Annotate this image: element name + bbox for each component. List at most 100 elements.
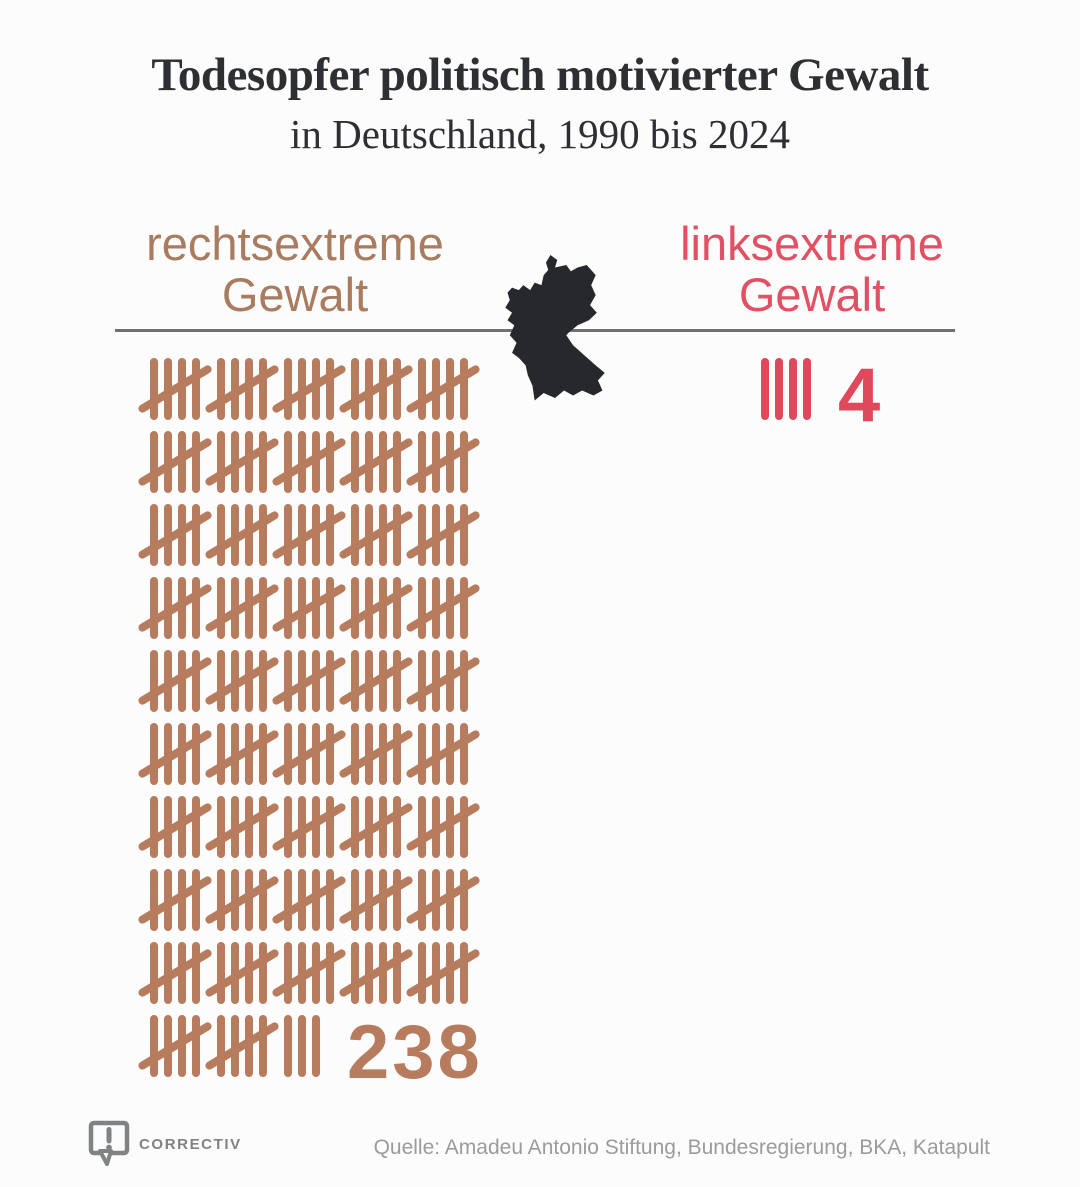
- tally-mark: [217, 358, 225, 420]
- tally-row: [136, 358, 483, 420]
- tally-mark: [192, 1015, 200, 1077]
- tally-mark: [259, 504, 267, 566]
- tally-group-of-five: [270, 650, 348, 712]
- tally-mark: [192, 431, 200, 493]
- tally-mark: [418, 650, 426, 712]
- tally-mark: [284, 504, 292, 566]
- tally-mark: [150, 504, 158, 566]
- tally-row: [136, 796, 483, 858]
- tally-strike-mark: [270, 801, 348, 853]
- tally-group-of-five: [203, 1015, 281, 1077]
- label-rechtsextreme-line2: Gewalt: [221, 268, 369, 321]
- tally-mark: [789, 358, 797, 420]
- tally-group-of-five: [203, 650, 281, 712]
- tally-strike-mark: [270, 509, 348, 561]
- tally-group-of-five: [270, 796, 348, 858]
- source-attribution: Quelle: Amadeu Antonio Stiftung, Bundesr…: [373, 1136, 990, 1159]
- tally-mark: [460, 358, 468, 420]
- tally-mark: [393, 723, 401, 785]
- tally-strike-mark: [136, 874, 214, 926]
- tally-strike-mark: [203, 801, 281, 853]
- tally-mark: [284, 431, 292, 493]
- tally-mark: [192, 577, 200, 639]
- tally-mark: [259, 796, 267, 858]
- tally-strike-mark: [404, 582, 482, 634]
- tally-mark: [259, 869, 267, 931]
- tally-mark: [351, 796, 359, 858]
- tally-strike-mark: [337, 947, 415, 999]
- tally-strike-mark: [136, 1020, 214, 1072]
- tally-group-of-five: [203, 796, 281, 858]
- tally-row: [136, 504, 483, 566]
- tally-mark: [326, 869, 334, 931]
- tally-mark: [192, 723, 200, 785]
- tally-mark: [150, 723, 158, 785]
- tally-mark: [326, 796, 334, 858]
- tally-mark: [393, 358, 401, 420]
- tally-mark: [192, 358, 200, 420]
- tally-group-of-five: [337, 723, 415, 785]
- tally-group-of-five: [404, 796, 482, 858]
- tally-strike-mark: [270, 436, 348, 488]
- label-linksextreme-line1: linksextreme: [680, 217, 944, 270]
- label-linksextreme-line2: Gewalt: [738, 268, 886, 321]
- tally-mark: [298, 1015, 306, 1077]
- label-rechtsextreme-gewalt: rechtsextreme Gewalt: [115, 218, 475, 320]
- tally-strike-mark: [203, 947, 281, 999]
- tally-group-of-five: [337, 504, 415, 566]
- tally-mark: [150, 1015, 158, 1077]
- tally-strike-mark: [404, 728, 482, 780]
- tally-mark: [259, 358, 267, 420]
- tally-mark: [217, 723, 225, 785]
- tally-mark: [217, 1015, 225, 1077]
- tally-row: [136, 431, 483, 493]
- tally-group-of-five: [270, 504, 348, 566]
- correctiv-logo: CORRECTIV: [88, 1120, 242, 1168]
- tally-group-of-five: [337, 358, 415, 420]
- tally-mark: [259, 942, 267, 1004]
- tally-group-of-five: [136, 942, 214, 1004]
- tally-strike-mark: [136, 947, 214, 999]
- tally-mark: [393, 650, 401, 712]
- tally-group-of-five: [136, 1015, 214, 1077]
- tally-mark: [393, 431, 401, 493]
- tally-mark: [150, 431, 158, 493]
- tally-group-of-five: [136, 869, 214, 931]
- tally-strike-mark: [136, 509, 214, 561]
- tally-row: 238: [136, 1015, 483, 1091]
- tally-mark: [284, 1015, 292, 1077]
- tally-mark: [418, 358, 426, 420]
- tally-strike-mark: [404, 874, 482, 926]
- tally-mark: [418, 504, 426, 566]
- germany-map-icon: [505, 255, 605, 401]
- tally-group-of-five: [136, 723, 214, 785]
- tally-group-of-five: [270, 942, 348, 1004]
- tally-mark: [259, 431, 267, 493]
- tally-chart-rechtsextreme: 238: [136, 358, 483, 1091]
- tally-strike-mark: [404, 947, 482, 999]
- tally-strike-mark: [337, 509, 415, 561]
- tally-mark: [284, 796, 292, 858]
- tally-mark: [284, 942, 292, 1004]
- tally-mark: [460, 577, 468, 639]
- label-linksextreme-gewalt: linksextreme Gewalt: [632, 218, 992, 320]
- tally-mark: [259, 577, 267, 639]
- tally-group-of-five: [404, 942, 482, 1004]
- tally-partial-group: [284, 1015, 320, 1077]
- tally-mark: [326, 942, 334, 1004]
- tally-mark: [460, 942, 468, 1004]
- tally-mark: [326, 358, 334, 420]
- tally-mark: [192, 650, 200, 712]
- tally-mark: [460, 650, 468, 712]
- tally-group-of-five: [270, 723, 348, 785]
- tally-strike-mark: [270, 947, 348, 999]
- tally-group-of-five: [203, 358, 281, 420]
- tally-mark: [460, 431, 468, 493]
- tally-total-value: 4: [838, 353, 884, 438]
- tally-mark: [217, 650, 225, 712]
- tally-mark: [393, 796, 401, 858]
- tally-strike-mark: [136, 436, 214, 488]
- tally-group-of-five: [404, 723, 482, 785]
- tally-mark: [217, 504, 225, 566]
- tally-mark: [326, 577, 334, 639]
